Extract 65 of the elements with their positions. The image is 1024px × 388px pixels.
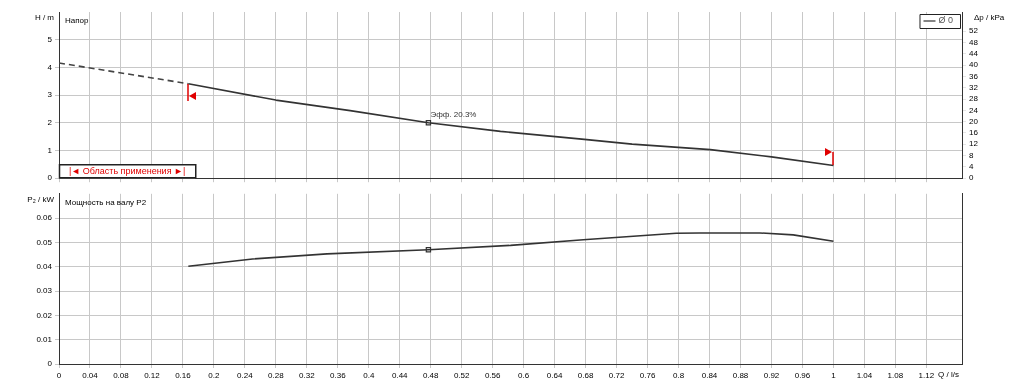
x-tick-label: 0.4 xyxy=(363,371,375,380)
y-tick-label: 0.06 xyxy=(36,213,53,223)
y2-axis-title: Δp / kPa xyxy=(974,13,1005,23)
x-tick-label: 1.04 xyxy=(856,371,873,380)
x-axis-title: Q / l/s xyxy=(938,370,959,380)
x-tick-label: 0.92 xyxy=(763,371,780,380)
y-tick-label: 2 xyxy=(47,118,53,127)
y2-tick-label: 36 xyxy=(969,71,979,81)
x-tick-label: 0.36 xyxy=(330,371,347,380)
x-tick-label: 0.8 xyxy=(672,371,685,380)
y2-tick-label: 24 xyxy=(969,105,979,115)
y2-tick-label: 52 xyxy=(969,26,979,36)
x-tick-label: 0.64 xyxy=(546,371,563,380)
x-tick-label: 0.16 xyxy=(175,371,192,380)
y-tick-label: 5 xyxy=(47,34,53,44)
x-tick-label: 0.48 xyxy=(422,371,440,380)
y-tick-label: 0.01 xyxy=(36,334,53,344)
y-axis-title: P₂ / kW xyxy=(27,195,55,204)
y-tick-label: 0.05 xyxy=(36,237,53,247)
y-tick-label: 3 xyxy=(47,90,53,100)
text: Мощность на валу P2 xyxy=(65,198,147,207)
y2-tick-label: 44 xyxy=(969,49,979,59)
x-tick-label: 0.32 xyxy=(299,371,316,380)
y-tick-label: 0 xyxy=(47,359,53,369)
x-tick-label: 0.6 xyxy=(518,371,530,380)
x-tick-label: 0.52 xyxy=(453,371,471,380)
x-tick-label: 0.44 xyxy=(391,371,409,380)
y2-tick-label: 16 xyxy=(969,128,979,138)
x-tick-label: 0.96 xyxy=(794,371,811,380)
x-tick-label: 1.08 xyxy=(887,371,904,380)
x-tick-label: 0.68 xyxy=(577,371,594,380)
y-tick-label: 0.02 xyxy=(36,310,53,320)
y-axis-title: H / m xyxy=(34,13,55,23)
y2-tick-label: 40 xyxy=(969,60,979,70)
y-tick-label: 0 xyxy=(47,173,53,183)
x-tick-label: 0.56 xyxy=(484,371,502,380)
y2-tick-label: 8 xyxy=(969,150,974,160)
y-tick-label: 4 xyxy=(47,62,53,72)
x-tick-label: 1.12 xyxy=(918,371,935,380)
x-tick-label: 0.28 xyxy=(268,371,285,380)
y2-tick-label: 28 xyxy=(969,94,979,104)
x-tick-label: 0.2 xyxy=(208,371,220,380)
y2-tick-label: 20 xyxy=(969,116,979,126)
y-tick-label: 0.04 xyxy=(36,261,53,271)
x-tick-label: 0.72 xyxy=(608,371,625,380)
x-tick-label: 0 xyxy=(56,371,62,380)
annotation: Эфф. 20.3% xyxy=(430,110,477,119)
y2-tick-label: 12 xyxy=(969,139,979,149)
x-tick-label: 1 xyxy=(831,371,837,380)
x-tick-label: 0.24 xyxy=(237,371,254,380)
text: Напор xyxy=(65,16,90,26)
y2-tick-label: 48 xyxy=(969,37,979,47)
x-tick-label: 0.88 xyxy=(732,371,749,380)
y2-tick-label: 32 xyxy=(969,82,979,92)
annotation: |◄ Область применения ►| xyxy=(69,165,186,176)
y-tick-label: 0.03 xyxy=(36,286,53,296)
x-tick-label: 0.04 xyxy=(82,371,99,380)
x-tick-label: 0.08 xyxy=(113,371,130,380)
x-tick-label: 0.84 xyxy=(701,371,718,380)
y2-tick-label: 4 xyxy=(969,162,974,172)
x-tick-label: 0.12 xyxy=(144,371,161,380)
y2-tick-label: 0 xyxy=(969,173,974,183)
y-tick-label: 1 xyxy=(47,145,53,155)
legend-label: Ø 0 xyxy=(938,15,954,26)
x-tick-label: 0.76 xyxy=(639,371,656,380)
